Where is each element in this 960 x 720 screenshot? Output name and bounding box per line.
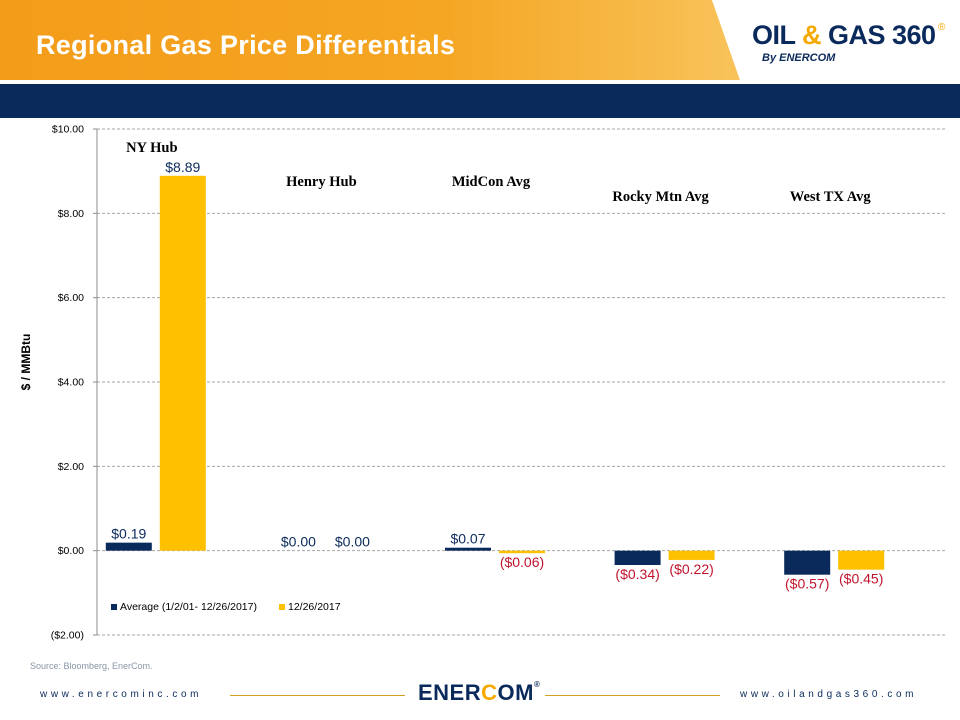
bar-current (159, 175, 206, 551)
legend-swatch-average (111, 604, 117, 610)
data-label: ($0.57) (785, 576, 829, 592)
footer-divider-left (230, 695, 405, 696)
y-tick-label: $6.00 (58, 292, 84, 304)
bar-average (105, 542, 152, 551)
data-label: $0.00 (281, 534, 316, 550)
bar-current (668, 550, 715, 560)
source-note: Source: Bloomberg, EnerCom. (30, 661, 153, 671)
header-background (0, 0, 960, 118)
bar-average (445, 547, 491, 551)
footer-divider-right (545, 695, 720, 696)
bar-current (499, 550, 545, 554)
y-tick-label: $2.00 (58, 461, 84, 473)
oil-and-gas-360-logo: OIL & GAS 360 ® By ENERCOM (748, 14, 948, 74)
data-label: ($0.34) (615, 566, 659, 582)
legend-swatch-current (279, 604, 285, 610)
y-tick-label: $10.00 (52, 124, 84, 136)
y-tick-label: $8.00 (58, 208, 84, 220)
data-label: ($0.22) (669, 561, 713, 577)
price-differential-chart: ($2.00) $0.00 $2.00 $4.00 $6.00 $8.00 $10.00 $… (19, 124, 945, 642)
legend-label-current: 12/26/2017 (288, 601, 341, 613)
chart-legend: Average (1/2/01- 12/26/2017) 12/26/2017 (111, 601, 341, 613)
data-label: ($0.45) (839, 571, 883, 587)
logo-wordmark: OIL & GAS 360 (752, 20, 936, 50)
category-labels: NY Hub Henry Hub MidCon Avg Rocky Mtn Avg We… (126, 140, 871, 205)
bar-average (614, 550, 661, 566)
y-axis-label: $ / MMBtu (19, 334, 33, 391)
legend-label-average: Average (1/2/01- 12/26/2017) (120, 601, 257, 613)
data-label: $0.00 (335, 534, 370, 550)
y-tick-label: $4.00 (58, 377, 84, 389)
bars (105, 175, 885, 575)
logo-registered-mark: ® (938, 22, 946, 33)
category-label: MidCon Avg (452, 174, 531, 190)
bar-current (838, 550, 885, 570)
category-label: West TX Avg (790, 189, 872, 205)
category-label: Rocky Mtn Avg (612, 189, 709, 205)
data-label: $8.89 (165, 159, 200, 175)
data-label: $0.07 (450, 531, 485, 547)
y-axis-ticks: ($2.00) $0.00 $2.00 $4.00 $6.00 $8.00 $10.00 (51, 124, 97, 642)
data-label: $0.19 (111, 526, 146, 542)
y-tick-label: $0.00 (58, 545, 84, 557)
footer-link-enercom[interactable]: www.enercominc.com (40, 689, 203, 700)
footer-link-oilandgas360[interactable]: www.oilandgas360.com (740, 689, 918, 700)
bar-average (784, 550, 831, 575)
y-tick-label: ($2.00) (51, 630, 84, 642)
slide-header: Regional Gas Price Differentials OIL & G… (0, 0, 960, 118)
category-label: Henry Hub (286, 174, 357, 190)
sun-icon: C (481, 680, 498, 705)
slide-title: Regional Gas Price Differentials (36, 30, 456, 60)
logo-byline: By ENERCOM (762, 52, 836, 64)
data-label: ($0.06) (500, 554, 544, 570)
category-label: NY Hub (126, 140, 177, 156)
enercom-footer-logo: ENERCOM® (418, 680, 541, 705)
data-labels: $0.19 $8.89 $0.00 $0.00 $0.07 ($0.06) ($0.34) (… (111, 159, 883, 592)
